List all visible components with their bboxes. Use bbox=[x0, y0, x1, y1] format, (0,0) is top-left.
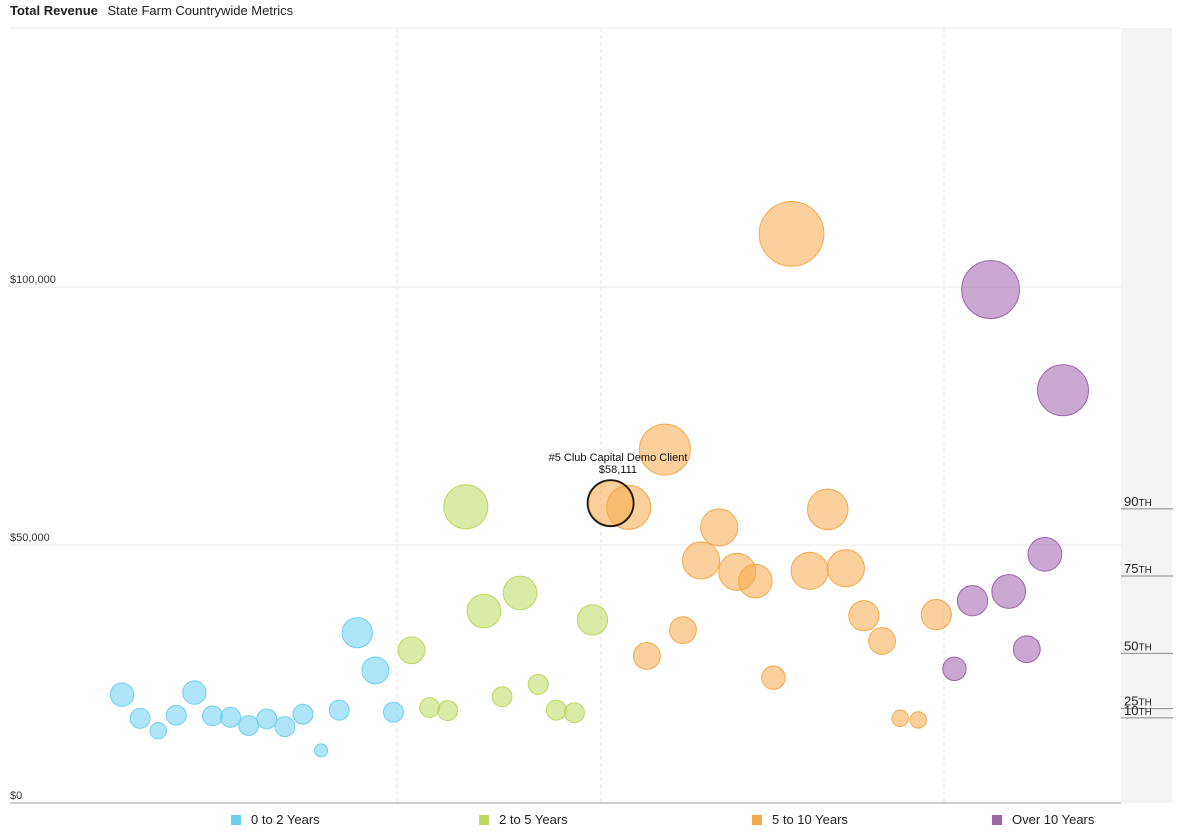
data-point bbox=[638, 423, 691, 476]
highlight-ring bbox=[586, 479, 635, 528]
data-point bbox=[545, 699, 567, 721]
data-point bbox=[606, 484, 652, 530]
data-point bbox=[632, 642, 661, 670]
data-point bbox=[891, 709, 909, 728]
legend-label-5-10-years: 5 to 10 Years bbox=[772, 812, 848, 827]
data-point bbox=[682, 541, 721, 580]
data-point bbox=[848, 600, 880, 632]
data-point bbox=[274, 716, 296, 738]
legend-label-2-5-years: 2 to 5 Years bbox=[499, 812, 568, 827]
data-point bbox=[182, 680, 207, 705]
data-point bbox=[909, 711, 927, 729]
legend-label-0-2-years: 0 to 2 Years bbox=[251, 812, 320, 827]
data-point bbox=[361, 656, 390, 685]
data-point bbox=[790, 551, 829, 590]
data-point bbox=[991, 574, 1027, 609]
data-point bbox=[341, 617, 373, 649]
legend-label-over-10-years: Over 10 Years bbox=[1012, 812, 1095, 827]
data-point bbox=[758, 200, 825, 267]
data-point bbox=[563, 702, 585, 724]
data-point bbox=[149, 722, 167, 740]
data-point bbox=[165, 704, 187, 726]
data-point bbox=[826, 549, 865, 588]
data-point bbox=[491, 686, 513, 708]
data-point bbox=[437, 700, 459, 722]
data-point bbox=[961, 260, 1021, 320]
percentile-label: 90TH bbox=[1124, 494, 1152, 509]
chart-subtitle: State Farm Countrywide Metrics bbox=[107, 3, 294, 18]
data-point bbox=[669, 616, 697, 645]
data-point bbox=[761, 665, 786, 690]
tooltip-value: $58,111 bbox=[599, 464, 637, 476]
data-point bbox=[1012, 635, 1041, 664]
percentile-band bbox=[1121, 28, 1172, 803]
data-point bbox=[920, 599, 952, 631]
data-point bbox=[314, 743, 329, 758]
data-point bbox=[806, 488, 849, 531]
data-point bbox=[868, 627, 896, 655]
y-tick-label: $0 bbox=[10, 790, 22, 802]
legend-item-over-10-years[interactable]: Over 10 Years bbox=[992, 812, 1094, 827]
data-point bbox=[109, 682, 135, 707]
data-point bbox=[382, 701, 404, 723]
chart-title: Total Revenue bbox=[10, 3, 98, 18]
data-point bbox=[397, 636, 426, 665]
data-point bbox=[238, 715, 260, 737]
legend-swatch-2-5-years bbox=[479, 814, 489, 825]
data-point bbox=[202, 705, 223, 727]
legend-swatch-0-2-years bbox=[231, 814, 241, 825]
data-point bbox=[466, 593, 502, 629]
legend-item-5-10-years[interactable]: 5 to 10 Years bbox=[752, 812, 848, 827]
data-point bbox=[443, 484, 489, 530]
data-point bbox=[292, 703, 314, 725]
data-point bbox=[527, 673, 549, 695]
data-point bbox=[700, 508, 739, 547]
data-point bbox=[256, 708, 278, 730]
chart-header: Total Revenue State Farm Countrywide Met… bbox=[10, 3, 293, 18]
y-tick-label: $100,000 bbox=[10, 274, 56, 286]
data-point bbox=[576, 604, 609, 636]
percentile-label: 50TH bbox=[1124, 638, 1152, 653]
data-point bbox=[942, 656, 967, 682]
data-point bbox=[328, 699, 350, 721]
legend-swatch-5-10-years bbox=[752, 814, 762, 825]
data-point bbox=[419, 697, 441, 718]
y-tick-label: $50,000 bbox=[10, 532, 50, 544]
data-point bbox=[129, 707, 151, 729]
percentile-label: 25TH bbox=[1124, 694, 1152, 709]
percentile-label: 10TH bbox=[1124, 703, 1152, 718]
data-point bbox=[502, 575, 538, 611]
data-point bbox=[1027, 536, 1063, 572]
percentile-label: 75TH bbox=[1124, 561, 1152, 576]
data-point bbox=[956, 585, 989, 617]
legend-swatch-over-10-years bbox=[992, 814, 1002, 825]
data-point bbox=[220, 706, 242, 728]
data-point bbox=[1037, 364, 1089, 417]
data-point bbox=[738, 563, 773, 599]
legend-item-0-2-years[interactable]: 0 to 2 Years bbox=[231, 812, 320, 827]
legend-item-2-5-years[interactable]: 2 to 5 Years bbox=[479, 812, 568, 827]
tooltip-name: #5 Club Capital Demo Client bbox=[549, 452, 688, 464]
